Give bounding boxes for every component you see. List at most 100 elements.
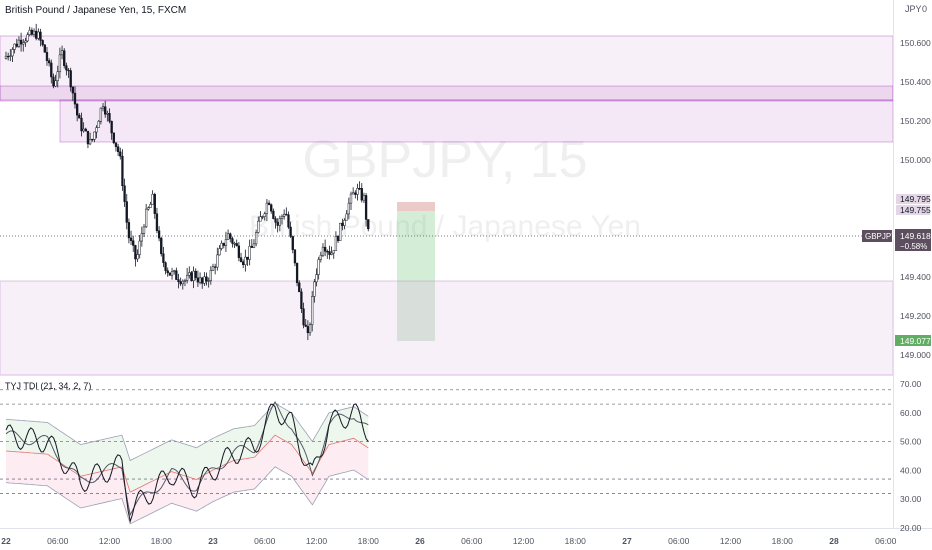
take-profit-area-lower[interactable]	[397, 281, 435, 341]
candle-body	[54, 80, 57, 87]
target-price-badge[interactable]	[895, 335, 931, 346]
price-tick-label: 149.400	[900, 272, 931, 282]
candle-body	[32, 30, 36, 35]
candle-body	[276, 221, 279, 226]
take-profit-area-upper[interactable]	[397, 211, 435, 281]
indicator-tick-label: 70.00	[900, 379, 922, 389]
candle-body	[283, 213, 286, 217]
candle-body	[328, 251, 331, 255]
candle-body	[252, 243, 256, 248]
candle-body	[145, 208, 148, 228]
time-tick-label: 22	[1, 536, 11, 546]
stop-price-badge[interactable]	[896, 194, 930, 204]
candle-body	[19, 39, 23, 45]
demand-zone-bottom[interactable]	[0, 280, 894, 376]
candle-body	[196, 277, 200, 283]
candle-body	[304, 324, 307, 327]
candle-body	[190, 272, 193, 281]
candle-body	[80, 117, 83, 132]
candle-body	[248, 245, 251, 260]
candle-body	[9, 55, 12, 57]
price-axis[interactable]: 150.600 150.400 150.200 150.000 149.400 149.2…	[900, 38, 931, 360]
time-tick-label: 06:00	[461, 536, 483, 546]
time-tick-label: 12:00	[720, 536, 742, 546]
candle-body	[17, 39, 21, 47]
time-tick-label: 06:00	[47, 536, 69, 546]
candle-body	[345, 213, 348, 221]
time-tick-label: 26	[415, 536, 425, 546]
candle-body	[11, 49, 14, 57]
current-price-change: −0.58%	[900, 242, 927, 251]
time-tick-label: 28	[829, 536, 839, 546]
candle-body	[257, 220, 260, 233]
candle-body	[84, 128, 87, 132]
candle-body	[334, 236, 338, 251]
indicator-label[interactable]: TYJ TDI (21, 34, 2, 7)	[5, 381, 91, 391]
price-pane[interactable]: GBPJPY, 15 British Pound / Japanese Yen …	[0, 0, 894, 376]
indicator-tick-label: 40.00	[900, 465, 922, 475]
candle-body	[270, 204, 273, 212]
candle-body	[183, 280, 187, 282]
candle-body	[278, 218, 281, 226]
candle-body	[317, 259, 320, 275]
currency-badge[interactable]: JPY 0	[905, 4, 927, 14]
entry-price-badge[interactable]	[896, 205, 930, 215]
candle-body	[45, 52, 49, 61]
stop-loss-area[interactable]	[397, 202, 435, 211]
candle-body	[261, 216, 264, 218]
candle-body	[26, 34, 29, 42]
candle-body	[302, 308, 305, 326]
candle-body	[367, 219, 370, 230]
candle-body	[110, 120, 113, 134]
candle-body	[153, 193, 156, 214]
candle-body	[168, 272, 172, 276]
candle-body	[203, 276, 206, 284]
time-axis[interactable]: 22 06:00 12:00 18:00 23 06:00 12:00 18:00 26 06:0…	[1, 536, 896, 546]
current-price-value: 149.618	[900, 231, 931, 241]
time-tick-label: 23	[208, 536, 218, 546]
candle-body	[265, 202, 269, 214]
candle-body	[91, 138, 94, 141]
candle-body	[37, 31, 40, 39]
candle-body	[56, 71, 59, 81]
indicator-pane[interactable]: TYJ TDI (21, 34, 2, 7)	[0, 381, 893, 525]
candle-body	[181, 280, 184, 285]
candle-body	[58, 54, 62, 72]
indicator-bands	[5, 401, 369, 525]
candle-body	[323, 246, 327, 252]
current-price-badge[interactable]	[895, 229, 931, 251]
candle-body	[188, 272, 191, 276]
symbol-price-tag[interactable]	[862, 230, 892, 242]
candle-body	[95, 127, 98, 133]
candle-body	[149, 204, 152, 208]
candle-body	[360, 188, 363, 201]
supply-zone-mid[interactable]	[59, 99, 894, 143]
stop-price-label: 149.795	[900, 194, 931, 204]
indicator-signal-line	[5, 401, 369, 517]
candle-body	[341, 222, 344, 226]
candle-body	[254, 232, 258, 245]
candle-body	[162, 253, 165, 263]
candle-body	[71, 86, 74, 94]
candle-body	[263, 213, 266, 217]
candle-body	[293, 249, 297, 264]
candle-body	[319, 254, 322, 260]
candle-body	[136, 254, 139, 260]
candle-body	[242, 261, 245, 266]
time-tick-label: 18:00	[772, 536, 794, 546]
price-pane-background	[0, 0, 893, 375]
candle-body	[86, 130, 90, 145]
candle-body	[116, 146, 120, 153]
price-badges[interactable]: 149.795 149.755 GBPJPY 149.618 −0.58% 14…	[862, 194, 931, 346]
candles-group[interactable]	[4, 23, 370, 341]
supply-zone-top[interactable]	[0, 35, 894, 102]
candle-body	[106, 113, 109, 115]
indicator-axis[interactable]: 70.00 60.00 50.00 40.00 30.00 20.00	[900, 379, 922, 533]
candle-body	[308, 324, 312, 334]
time-tick-label: 06:00	[875, 536, 897, 546]
supply-zone-band[interactable]	[0, 85, 894, 101]
symbol-title[interactable]: British Pound / Japanese Yen, 15, FXCM	[5, 5, 186, 16]
candle-body	[306, 326, 310, 334]
candle-body	[63, 50, 66, 66]
